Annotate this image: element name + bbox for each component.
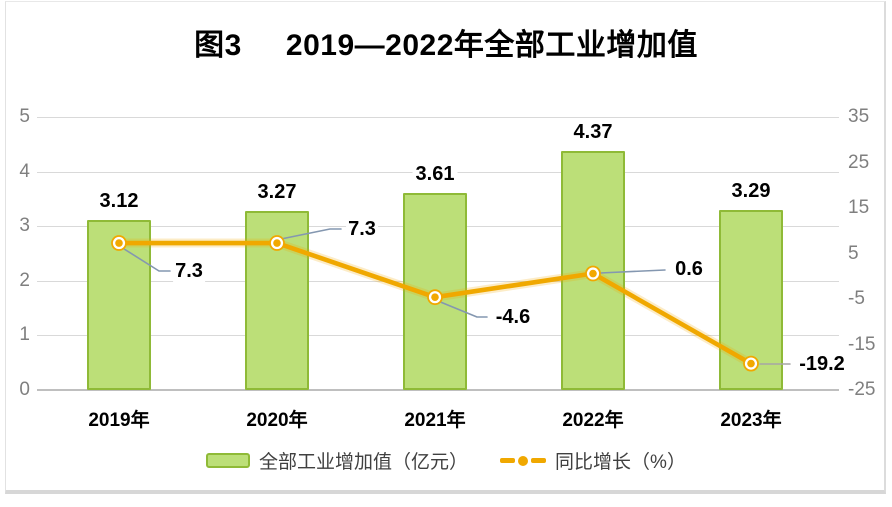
right-axis-tick: 35 bbox=[848, 106, 870, 127]
gridline bbox=[37, 117, 839, 118]
x-axis-label: 2020年 bbox=[246, 410, 308, 431]
right-axis-tick: -15 bbox=[848, 333, 876, 355]
left-axis-tick: 3 bbox=[19, 215, 30, 237]
line-value-label: -19.2 bbox=[797, 353, 847, 375]
x-axis-label: 2023年 bbox=[720, 410, 782, 431]
line-value-label: 7.3 bbox=[173, 260, 205, 282]
bar-value-label: 4.37 bbox=[570, 121, 616, 144]
right-axis-tick: -25 bbox=[848, 379, 876, 400]
right-axis-tick: 15 bbox=[848, 197, 870, 218]
bar-series-swatch bbox=[206, 453, 251, 468]
x-axis-line bbox=[37, 389, 839, 391]
bar-2019年 bbox=[87, 219, 151, 390]
bar-2023年 bbox=[719, 210, 783, 390]
line-value-label: -4.6 bbox=[493, 306, 533, 328]
left-axis-tick: 1 bbox=[19, 324, 30, 346]
right-axis-tick: -5 bbox=[848, 288, 865, 309]
line-dot-icon bbox=[518, 455, 529, 466]
bar-value-label: 3.12 bbox=[96, 189, 142, 212]
left-axis-tick: 0 bbox=[19, 379, 30, 400]
bar-value-label: 3.29 bbox=[728, 180, 774, 203]
line-value-label: 7.3 bbox=[346, 218, 378, 240]
bar-2020年 bbox=[245, 211, 309, 390]
left-axis-tick: 4 bbox=[19, 160, 30, 182]
line-series-legend-label: 同比增长（%） bbox=[555, 452, 686, 473]
x-axis-label: 2021年 bbox=[404, 410, 466, 431]
line-dash-icon bbox=[531, 458, 547, 463]
line-value-label: 0.6 bbox=[673, 258, 705, 280]
chart-legend: 全部工业增加值（亿元） 同比增长（%） bbox=[0, 447, 892, 474]
x-axis-label: 2022年 bbox=[562, 410, 624, 431]
chart-title: 图3 2019—2022年全部工业增加值 bbox=[194, 29, 698, 62]
x-axis-label: 2019年 bbox=[88, 410, 150, 431]
bar-value-label: 3.61 bbox=[412, 162, 458, 185]
line-series-marker bbox=[500, 455, 547, 466]
left-axis-tick: 2 bbox=[19, 269, 30, 291]
bar-2022年 bbox=[561, 151, 625, 390]
bar-value-label: 3.27 bbox=[254, 181, 300, 204]
right-axis-tick: 25 bbox=[848, 151, 870, 173]
line-dash-icon bbox=[500, 458, 516, 463]
right-axis-tick: 5 bbox=[848, 242, 859, 264]
bar-series-legend-label: 全部工业增加值（亿元） bbox=[259, 452, 469, 473]
bar-2021年 bbox=[403, 192, 467, 390]
left-axis-tick: 5 bbox=[19, 106, 30, 127]
